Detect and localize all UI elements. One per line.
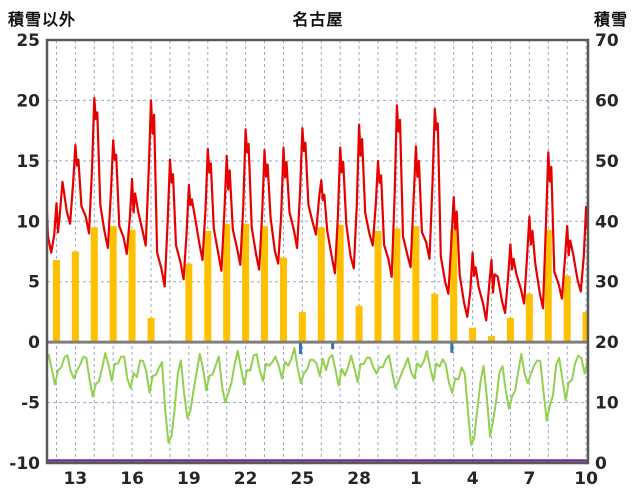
temperature-line bbox=[47, 96, 588, 322]
left-axis-tick-label: 0 bbox=[28, 333, 40, 353]
sunshine-bar bbox=[204, 230, 212, 343]
left-axis-tick-label: 5 bbox=[28, 273, 40, 293]
right-axis-tick-label: 30 bbox=[595, 273, 619, 293]
sunshine-bar bbox=[336, 224, 344, 343]
left-axis-title: 積雪以外 bbox=[8, 10, 77, 29]
left-axis-tick-label: 25 bbox=[16, 31, 40, 51]
sunshine-bar bbox=[242, 223, 250, 343]
right-axis-tick-label: 10 bbox=[595, 394, 619, 414]
sunshine-bar bbox=[185, 263, 193, 343]
right-axis-tick-label: 20 bbox=[595, 333, 619, 353]
plot-border bbox=[45, 38, 590, 465]
chart-title: 名古屋 bbox=[292, 10, 344, 29]
precipitation-mark bbox=[298, 343, 302, 355]
sunshine-bar bbox=[317, 227, 325, 343]
sunshine-bar bbox=[71, 251, 79, 343]
x-axis-tick-label: 1 bbox=[410, 469, 422, 489]
right-axis-title: 積雪 bbox=[593, 10, 628, 29]
sunshine-bar bbox=[128, 229, 136, 343]
right-axis-tick-label: 40 bbox=[595, 212, 619, 232]
sunshine-bar bbox=[544, 229, 552, 343]
right-axis-tick-label: 70 bbox=[595, 31, 619, 51]
right-axis-tick-label: 60 bbox=[595, 91, 619, 111]
x-axis-tick-label: 13 bbox=[64, 469, 88, 489]
sunshine-bar bbox=[109, 226, 117, 343]
x-axis-tick-label: 19 bbox=[177, 469, 201, 489]
x-axis-tick-label: 22 bbox=[234, 469, 258, 489]
sunshine-bar bbox=[412, 226, 420, 343]
sunshine-bar bbox=[261, 226, 269, 343]
left-axis-tick-label: 15 bbox=[16, 152, 40, 172]
sunshine-bar bbox=[525, 293, 533, 343]
sunshine-bar bbox=[506, 317, 514, 343]
right-axis-tick-label: 0 bbox=[595, 454, 607, 474]
sunshine-bar bbox=[355, 305, 363, 343]
right-axis-tick-label: 50 bbox=[595, 152, 619, 172]
x-axis-tick-label: 7 bbox=[523, 469, 535, 489]
sunshine-bar bbox=[147, 317, 155, 343]
sunshine-bar bbox=[431, 293, 439, 343]
sunshine-bar bbox=[298, 311, 306, 343]
precipitation-mark bbox=[331, 343, 335, 350]
x-axis-tick-label: 16 bbox=[120, 469, 144, 489]
sunshine-bar bbox=[279, 257, 287, 343]
sunshine-bar bbox=[488, 336, 496, 343]
x-axis-tick-label: 4 bbox=[467, 469, 479, 489]
left-axis-tick-label: 10 bbox=[16, 212, 40, 232]
left-axis-tick-label: -5 bbox=[21, 394, 40, 414]
precipitation-mark bbox=[450, 343, 454, 353]
left-axis-tick-label: 20 bbox=[16, 91, 40, 111]
sunshine-bar bbox=[469, 327, 477, 343]
x-axis-tick-label: 10 bbox=[574, 469, 598, 489]
sunshine-bar bbox=[223, 223, 231, 343]
sunshine-bar bbox=[374, 230, 382, 343]
sunshine-bar bbox=[52, 259, 60, 343]
sunshine-bar bbox=[450, 229, 458, 343]
left-axis-tick-label: -10 bbox=[9, 454, 40, 474]
x-axis-tick-label: 25 bbox=[291, 469, 315, 489]
sunshine-bar bbox=[582, 311, 588, 343]
sunshine-bar bbox=[90, 227, 98, 343]
x-axis-tick-label: 28 bbox=[347, 469, 371, 489]
sunshine-bar bbox=[393, 228, 401, 343]
sunshine-bar bbox=[563, 275, 571, 343]
lower-green-line bbox=[47, 347, 588, 446]
